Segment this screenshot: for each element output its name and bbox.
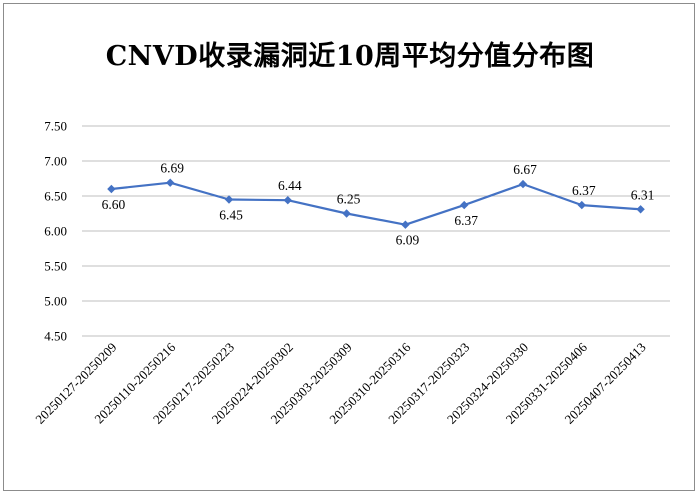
x-axis-ticks: 20250127-2025020920250110-20250216202502…	[32, 339, 648, 427]
data-label: 6.37	[454, 213, 478, 228]
data-point-marker	[342, 209, 351, 218]
series-line	[111, 181, 641, 226]
data-label: 6.69	[160, 161, 184, 176]
series-average-score	[107, 178, 645, 229]
data-point-marker	[518, 179, 528, 189]
y-tick-label: 6.50	[44, 189, 67, 204]
data-point-marker	[107, 184, 116, 194]
data-label: 6.44	[278, 178, 302, 193]
data-point-marker	[224, 195, 234, 204]
data-label: 6.37	[572, 183, 596, 198]
y-axis-ticks: 4.50 5.00 5.50 6.00 6.50 7.00 7.50	[44, 119, 67, 344]
data-label: 6.31	[631, 187, 655, 202]
data-label: 6.67	[513, 162, 537, 177]
chart-title: CNVD收录漏洞近10周平均分值分布图	[105, 41, 595, 72]
data-point-marker	[636, 205, 645, 214]
chart-frame	[3, 3, 695, 491]
data-point-marker	[283, 196, 292, 205]
data-point-marker	[166, 178, 175, 187]
y-tick-label: 7.50	[44, 119, 67, 134]
data-label: 6.25	[337, 192, 361, 207]
y-tick-label: 6.00	[44, 224, 67, 239]
y-tick-label: 7.00	[44, 154, 67, 169]
data-label: 6.09	[396, 233, 420, 248]
data-point-marker	[401, 220, 410, 229]
data-point-marker	[460, 200, 469, 210]
y-tick-label: 5.00	[44, 294, 67, 309]
y-tick-label: 4.50	[44, 329, 67, 344]
gridlines	[82, 125, 670, 337]
data-label: 6.45	[219, 208, 243, 223]
y-tick-label: 5.50	[44, 259, 67, 274]
data-point-marker	[577, 200, 586, 210]
data-labels: 6.60 6.69 6.45 6.44 6.25 6.09 6.37 6.67 6.37 6.31	[102, 161, 655, 248]
data-label: 6.60	[102, 197, 126, 212]
